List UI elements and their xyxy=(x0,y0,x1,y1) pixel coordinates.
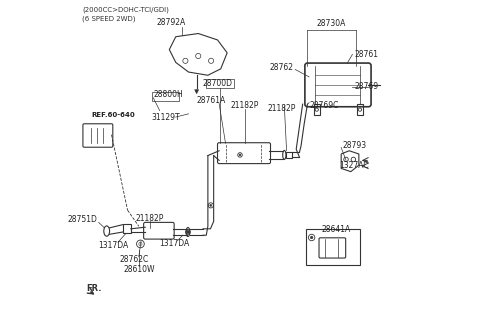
Text: 28800H: 28800H xyxy=(153,90,183,99)
Text: 28641A: 28641A xyxy=(322,225,351,234)
Text: 1317DA: 1317DA xyxy=(159,239,189,249)
Circle shape xyxy=(187,231,189,233)
Text: 1317DA: 1317DA xyxy=(98,241,128,250)
Polygon shape xyxy=(195,90,199,94)
Bar xyxy=(206,79,234,88)
Text: 28730A: 28730A xyxy=(317,19,346,29)
Text: (6 SPEED 2WD): (6 SPEED 2WD) xyxy=(82,16,135,22)
Text: 28610W: 28610W xyxy=(123,265,155,274)
Bar xyxy=(152,92,179,101)
Text: 21182P: 21182P xyxy=(267,105,296,113)
Circle shape xyxy=(311,236,313,239)
Text: (2000CC>DOHC-TCI/GDI): (2000CC>DOHC-TCI/GDI) xyxy=(82,6,169,13)
Text: 28700D: 28700D xyxy=(203,79,232,88)
Text: FR.: FR. xyxy=(86,284,102,294)
Text: 28762C: 28762C xyxy=(120,255,149,264)
Text: 28761: 28761 xyxy=(354,50,378,59)
Text: 1327AC: 1327AC xyxy=(339,161,369,170)
Text: 28761A: 28761A xyxy=(196,97,226,106)
Circle shape xyxy=(210,204,212,206)
Text: 28762: 28762 xyxy=(269,63,293,72)
Text: 28769: 28769 xyxy=(354,82,378,91)
Circle shape xyxy=(187,231,189,233)
Bar xyxy=(357,104,363,115)
Text: 21182P: 21182P xyxy=(230,101,259,110)
Bar xyxy=(306,229,360,265)
Text: 28792A: 28792A xyxy=(156,18,186,27)
Text: 21182P: 21182P xyxy=(136,214,164,223)
Bar xyxy=(286,152,292,158)
Text: REF.60-640: REF.60-640 xyxy=(92,112,135,119)
Circle shape xyxy=(239,154,241,156)
Text: 28769C: 28769C xyxy=(309,101,338,110)
Text: 28751D: 28751D xyxy=(67,215,97,224)
Text: 31129T: 31129T xyxy=(152,112,180,122)
Text: 28793: 28793 xyxy=(343,142,367,150)
Bar xyxy=(123,224,131,233)
Bar xyxy=(314,104,320,115)
